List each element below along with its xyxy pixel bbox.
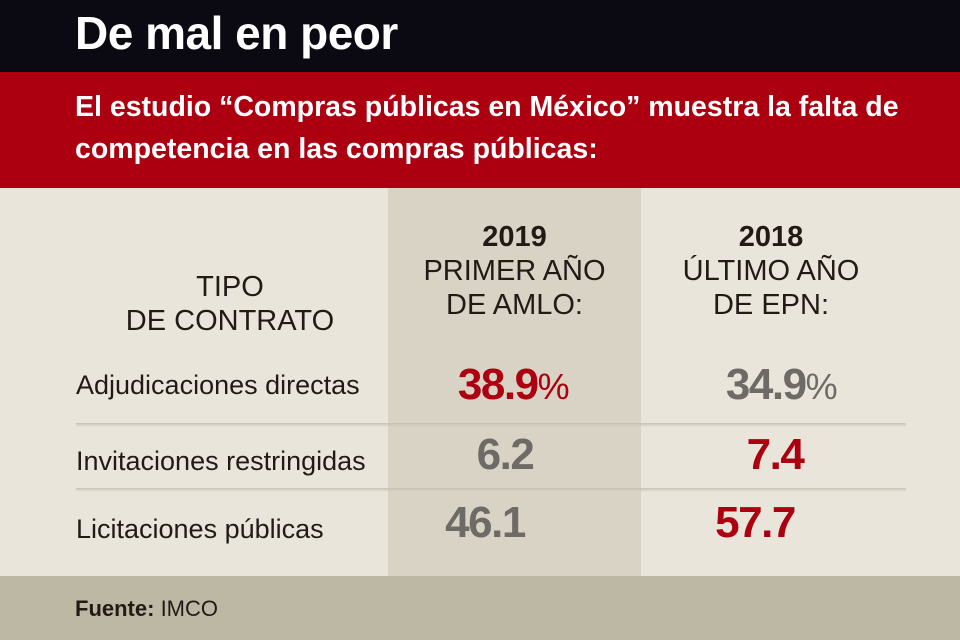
value-2018-invitaciones: 7.4 (680, 430, 870, 480)
column-header-type-line2: DE CONTRATO (125, 305, 335, 337)
source-label: Fuente: (75, 596, 155, 621)
value-2019-adjudicaciones: 38.9% (418, 360, 608, 410)
row-label-invitaciones: Invitaciones restringidas (76, 446, 366, 476)
column-header-2019: 2019 PRIMER AÑO DE AMLO: (388, 220, 641, 322)
subtitle-bar: El estudio “Compras públicas en México” … (0, 72, 960, 188)
column-header-2018-year: 2018 (738, 221, 804, 253)
row-divider (76, 423, 906, 427)
value-2019-invitaciones: 6.2 (410, 430, 600, 480)
value-suffix: % (537, 366, 570, 407)
source-note: Fuente: IMCO (75, 596, 218, 622)
column-header-2019-line1: PRIMER AÑO (423, 255, 606, 287)
footer: Fuente: IMCO (0, 576, 960, 640)
value-number: 6.2 (476, 430, 535, 479)
column-header-2019-line2: DE AMLO: (446, 289, 583, 321)
value-number: 38.9 (457, 360, 539, 409)
column-header-2018-line1: ÚLTIMO AÑO (682, 255, 860, 287)
value-number: 46.1 (445, 498, 526, 547)
title-bar: De mal en peor (0, 0, 960, 72)
row-divider (76, 488, 906, 492)
column-2019-background (388, 188, 641, 576)
column-header-2019-year: 2019 (482, 221, 547, 253)
subtitle: El estudio “Compras públicas en México” … (75, 91, 899, 165)
column-header-type-line1: TIPO (196, 271, 264, 303)
value-suffix: % (805, 366, 838, 407)
value-number: 57.7 (715, 498, 796, 547)
row-label-adjudicaciones: Adjudicaciones directas (76, 370, 360, 400)
source-value: IMCO (154, 596, 219, 621)
column-header-2018: 2018 ÚLTIMO AÑO DE EPN: (641, 220, 901, 322)
data-table: TIPO DE CONTRATO 2019 PRIMER AÑO DE AMLO… (0, 188, 960, 576)
value-number: 34.9 (725, 360, 807, 409)
column-header-type: TIPO DE CONTRATO (100, 270, 360, 338)
value-2019-licitaciones: 46.1 (390, 498, 580, 548)
row-label-licitaciones: Licitaciones públicas (76, 514, 324, 544)
value-2018-adjudicaciones: 34.9% (686, 360, 876, 410)
page-title: De mal en peor (75, 7, 398, 59)
value-2018-licitaciones: 57.7 (660, 498, 850, 548)
column-header-2018-line2: DE EPN: (712, 289, 830, 321)
value-number: 7.4 (746, 430, 805, 479)
